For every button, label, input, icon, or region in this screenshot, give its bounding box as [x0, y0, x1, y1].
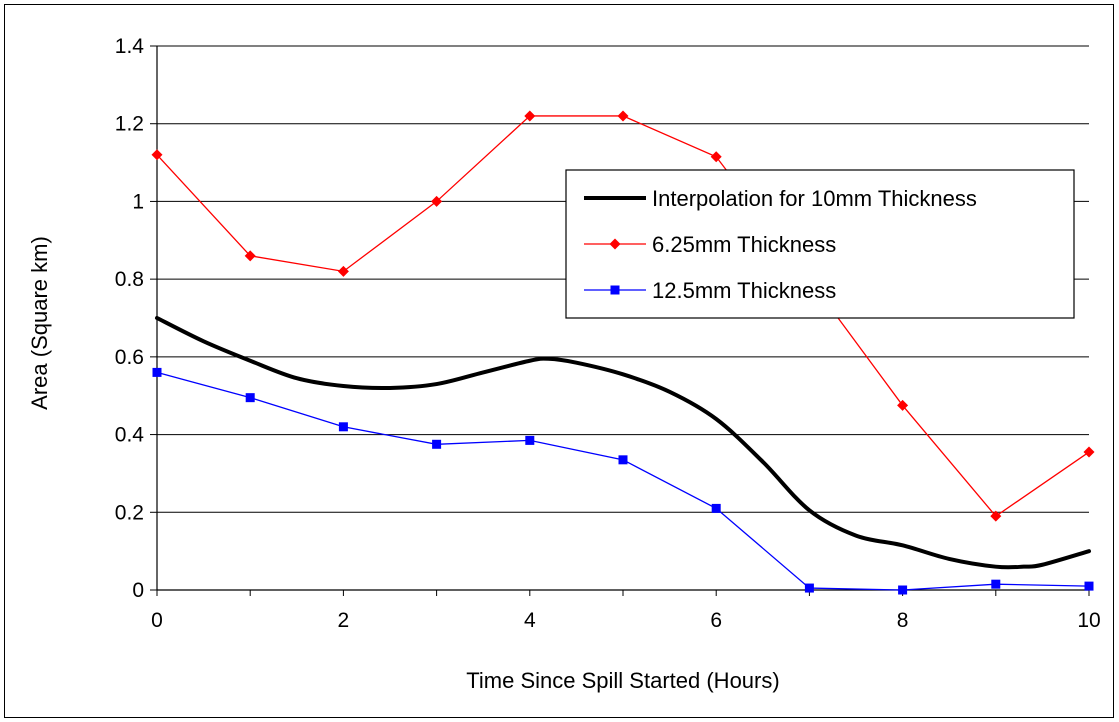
data-point-square [991, 579, 1001, 589]
series-lines [151, 110, 1095, 595]
x-tick-label: 8 [897, 609, 909, 632]
data-point-diamond [244, 250, 256, 262]
axes: 0 0.2 0.4 0.6 0.8 1 1.2 1.4 0 2 4 6 8 10 [115, 35, 1101, 632]
y-tick-label: 1.2 [115, 113, 144, 136]
data-point-square [432, 439, 442, 449]
x-tick-label: 2 [338, 609, 350, 632]
data-point-square [152, 367, 162, 377]
y-tick-label: 0.8 [115, 268, 144, 291]
data-point-square [1084, 581, 1094, 591]
data-point-diamond [617, 110, 629, 122]
series-line [155, 316, 1091, 570]
data-point-diamond [431, 195, 443, 207]
legend-label: 6.25mm Thickness [652, 232, 836, 257]
data-point-square [711, 503, 721, 513]
data-point-square [245, 393, 255, 403]
x-tick-label: 6 [710, 609, 722, 632]
x-tick-label: 10 [1077, 609, 1100, 632]
chart-frame [4, 4, 1114, 718]
series-12-5mm-thickness [152, 367, 1094, 595]
data-point-diamond [151, 149, 163, 161]
data-point-diamond [710, 151, 722, 163]
data-point-square [898, 585, 908, 595]
data-point-diamond [337, 265, 349, 277]
legend-label: 12.5mm Thickness [652, 278, 836, 303]
x-tick-label: 0 [151, 609, 163, 632]
data-point-square [610, 285, 620, 295]
y-tick-label: 1 [132, 190, 144, 213]
data-point-diamond [609, 238, 621, 250]
data-point-square [618, 455, 628, 465]
data-point-square [338, 422, 348, 432]
legend-label: Interpolation for 10mm Thickness [652, 186, 977, 211]
y-tick-label: 1.4 [115, 35, 145, 58]
x-tick-label: 4 [524, 609, 536, 632]
data-point-square [525, 435, 535, 445]
legend-box [565, 169, 1075, 319]
y-tick-label: 0.4 [115, 424, 145, 447]
data-point-diamond [897, 399, 909, 411]
data-point-diamond [524, 110, 536, 122]
data-point-square [804, 583, 814, 593]
series-interpolation-for-10mm-thickness [155, 316, 1091, 570]
y-axis-title: Area (Square km) [27, 236, 52, 410]
legend: Interpolation for 10mm Thickness 6.25mm T… [565, 169, 1075, 319]
y-tick-label: 0.6 [115, 346, 144, 369]
y-tick-label: 0.2 [115, 501, 144, 524]
y-tick-label: 0 [132, 579, 144, 602]
data-point-diamond [1083, 446, 1095, 458]
x-axis-title: Time Since Spill Started (Hours) [466, 668, 779, 693]
data-point-diamond [990, 510, 1002, 522]
